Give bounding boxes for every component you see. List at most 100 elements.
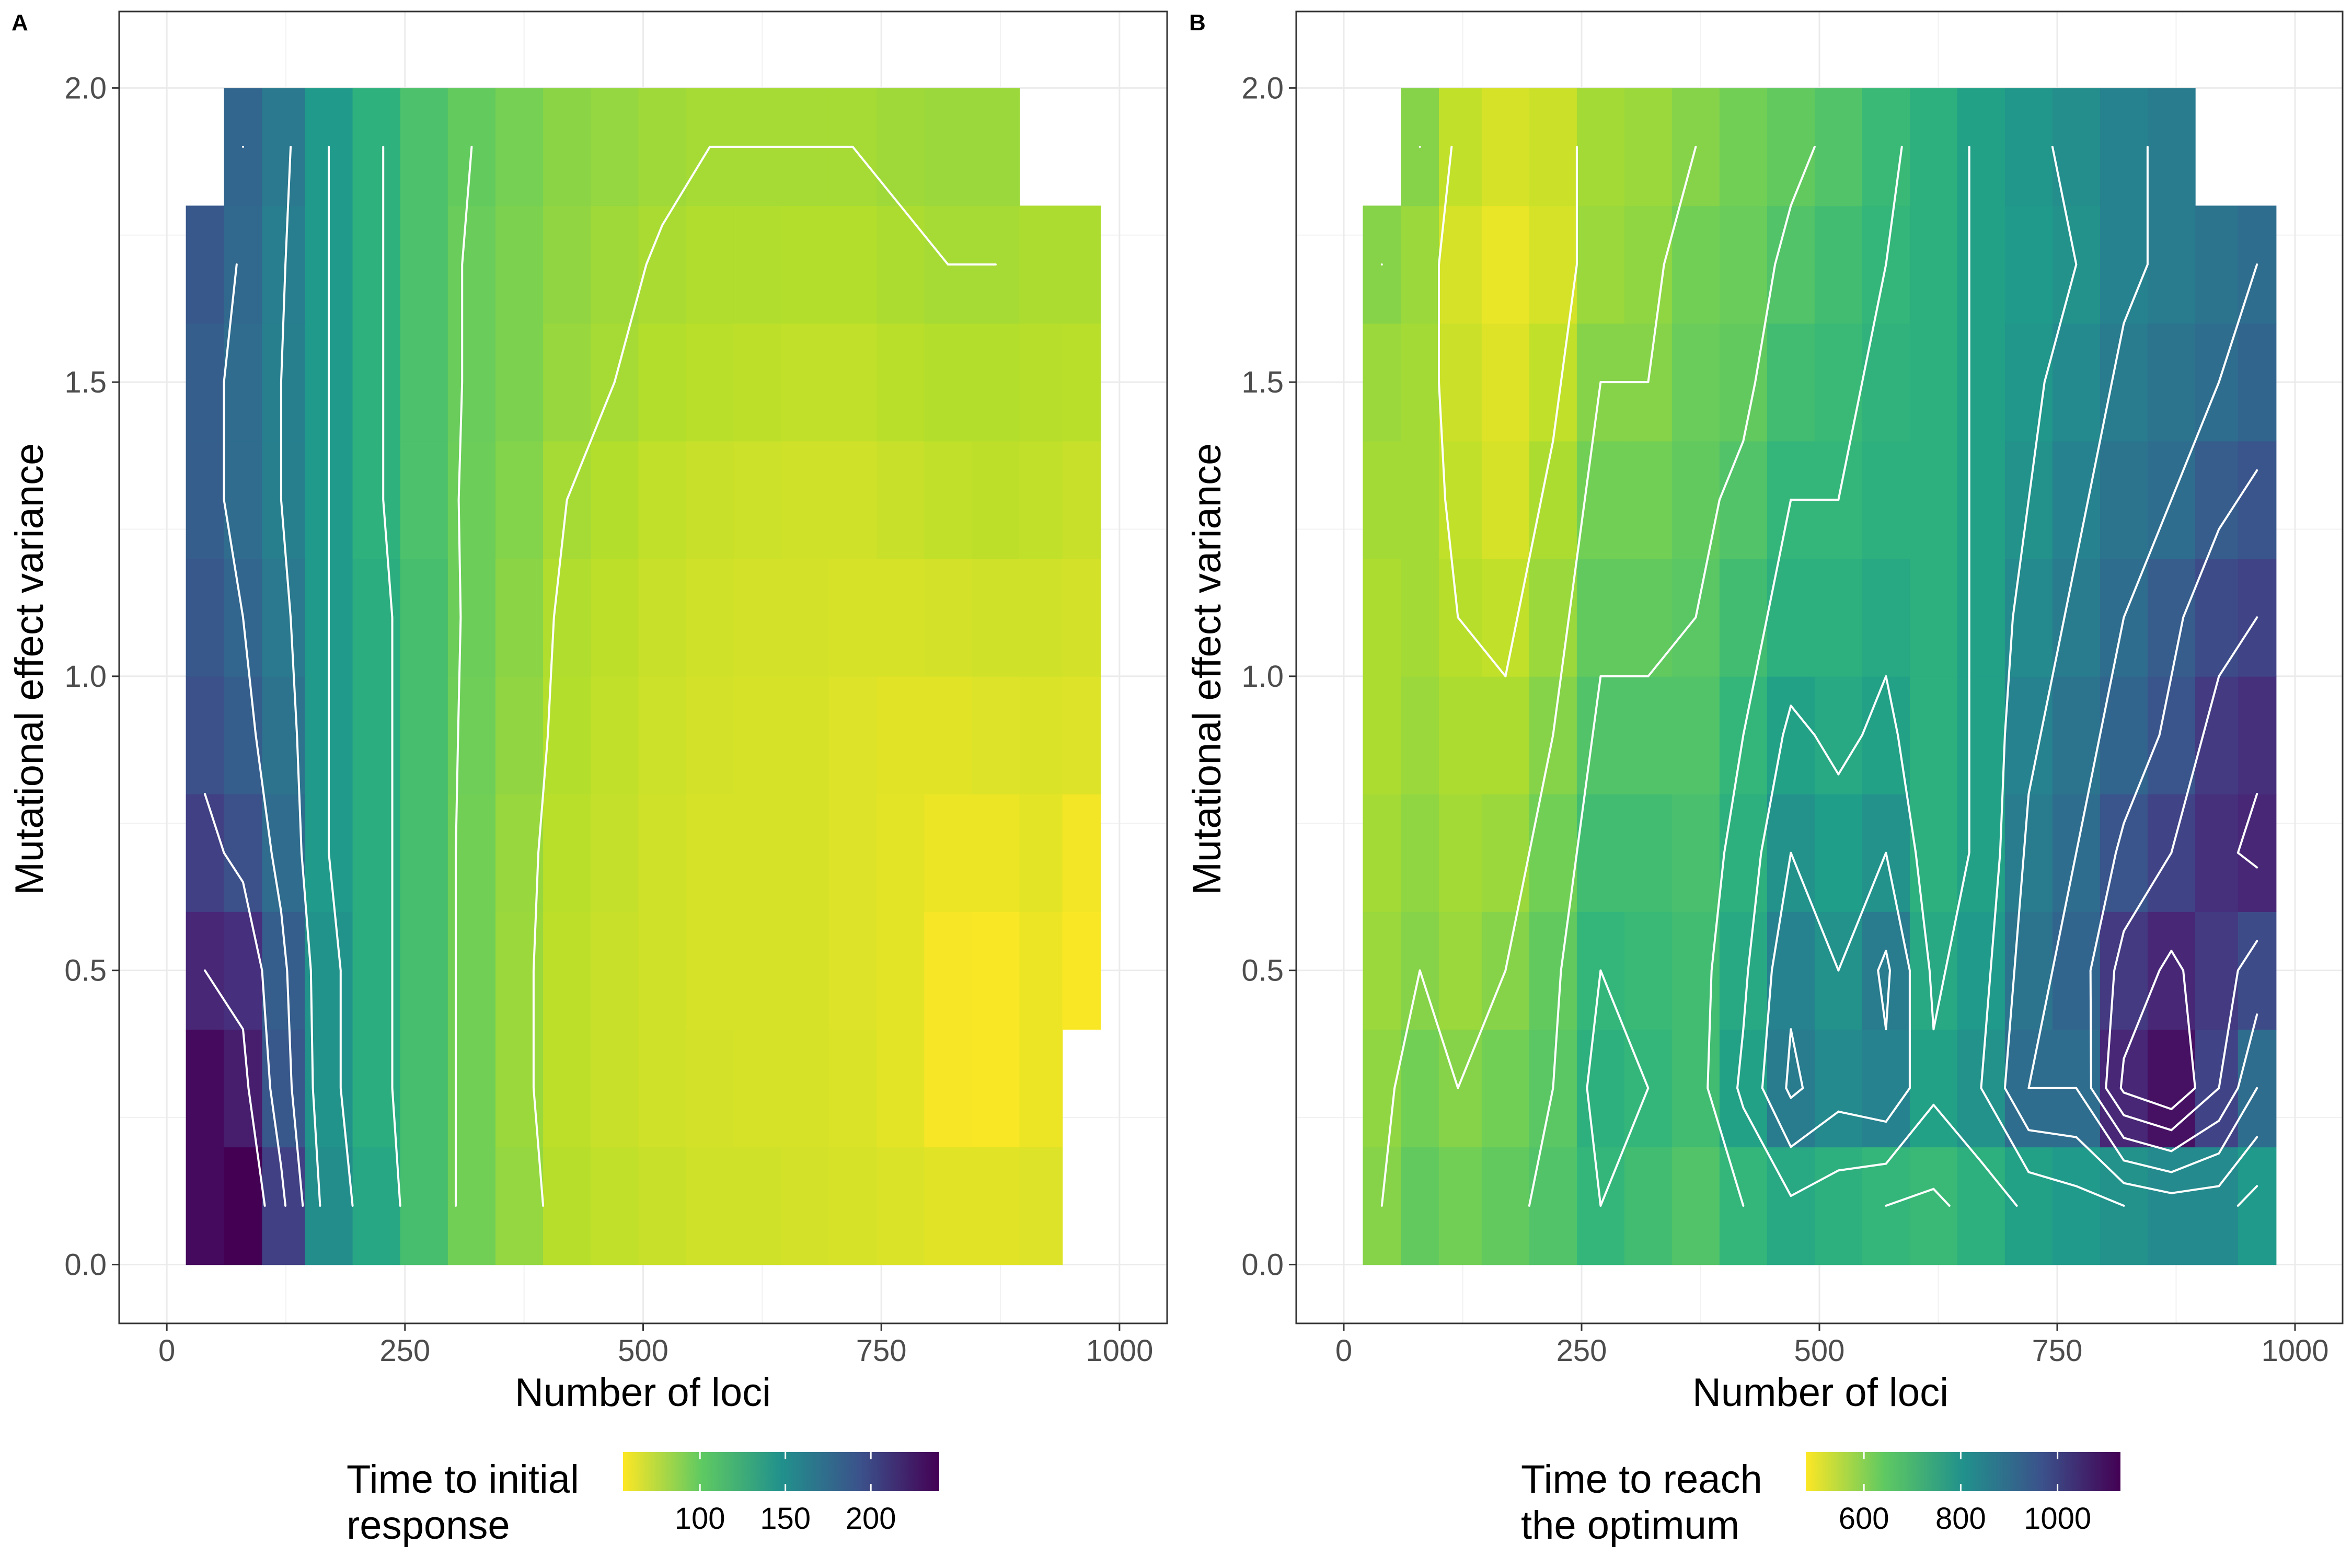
heatmap-tile (1719, 205, 1768, 324)
heatmap-tile (447, 558, 496, 677)
contour-line (204, 793, 287, 1207)
heatmap-tile (591, 676, 639, 794)
heatmap-tile (262, 1029, 306, 1148)
legend-tick-label: 600 (1839, 1502, 1889, 1536)
heatmap-tile (1481, 676, 1530, 794)
heatmap-tile (1062, 912, 1101, 1030)
heatmap-tile (262, 323, 306, 442)
heatmap-tile (495, 205, 544, 324)
heatmap-tile (2100, 676, 2148, 794)
heatmap-tile (543, 323, 592, 442)
legend-tick-label: 800 (1935, 1502, 1986, 1536)
heatmap-tile (2238, 323, 2277, 442)
heatmap-tile (2195, 1147, 2239, 1265)
heatmap-tile (1624, 1147, 1673, 1265)
x-tick-label: 750 (856, 1334, 907, 1368)
heatmap-tile (686, 441, 734, 559)
y-axis-ticks: 0.0 0.5 1.0 1.5 2.0 (1241, 71, 1296, 1282)
y-tick-label: 0.0 (64, 1248, 107, 1282)
y-tick-label: 2.0 (64, 71, 107, 105)
heatmap-tiles (186, 88, 1101, 1265)
heatmap-tile (2238, 1147, 2277, 1265)
heatmap-tile (1019, 1147, 1063, 1265)
heatmap-tile (972, 1147, 1020, 1265)
heatmap-tile (828, 676, 877, 794)
heatmap-tile (2100, 205, 2148, 324)
heatmap-tile (733, 205, 782, 324)
heatmap-tile (1439, 205, 1482, 324)
heatmap-tile (591, 441, 639, 559)
heatmap-tile (447, 205, 496, 324)
heatmap-tile (400, 1147, 448, 1265)
heatmap-tile (543, 912, 592, 1030)
heatmap-tile (224, 1029, 263, 1148)
heatmap-tile (224, 323, 263, 442)
heatmap-tile (1529, 441, 1577, 559)
heatmap-tile (2147, 1029, 2196, 1148)
heatmap-tile (1401, 1029, 1439, 1148)
legend: Time to reach the optimum 600 800 1000 (1521, 1452, 2120, 1548)
x-axis-ticks: 0 250 500 750 1000 (158, 1323, 1153, 1368)
heatmap-tile (1481, 88, 1530, 206)
heatmap-tile (400, 205, 448, 324)
heatmap-tile (1909, 676, 1958, 794)
heatmap-tile (1862, 1029, 1910, 1148)
heatmap-tile (1719, 441, 1768, 559)
heatmap-tile (1719, 323, 1768, 442)
contour-line (532, 145, 997, 1207)
heatmap-tile (1957, 323, 2005, 442)
heatmap-tile (972, 912, 1020, 1030)
heatmap-tile (2147, 558, 2196, 677)
heatmap-tile (1767, 1029, 1815, 1148)
heatmap-tile (2147, 88, 2196, 206)
heatmap-tile (781, 793, 829, 912)
heatmap-tile (828, 912, 877, 1030)
heatmap-tile (1767, 88, 1815, 206)
heatmap-tile (591, 793, 639, 912)
heatmap-tile (1529, 912, 1577, 1030)
legend-ticks: 100 150 200 (675, 1452, 896, 1536)
y-axis-ticks: 0.0 0.5 1.0 1.5 2.0 (64, 71, 119, 1282)
heatmap-tile (1401, 558, 1439, 677)
heatmap-tile (1624, 676, 1673, 794)
heatmap-tile (495, 1029, 544, 1148)
heatmap-tile (352, 793, 401, 912)
legend-title-line-1: Time to reach (1521, 1457, 1762, 1502)
y-axis-title: Mutational effect variance (1185, 443, 1229, 895)
heatmap-tile (1624, 912, 1673, 1030)
heatmap-tile (1401, 793, 1439, 912)
heatmap-tile (2052, 1147, 2101, 1265)
heatmap-tile (1062, 441, 1101, 559)
heatmap-tile (877, 323, 925, 442)
heatmap-tile (1909, 441, 1958, 559)
heatmap-tile (686, 323, 734, 442)
heatmap-tile (781, 441, 829, 559)
heatmap-tile (781, 323, 829, 442)
heatmap-tile (924, 88, 973, 206)
heatmap-tile (2004, 676, 2053, 794)
heatmap-tile (924, 676, 973, 794)
heatmap-tile (1363, 441, 1401, 559)
heatmap-tile (543, 88, 592, 206)
heatmap-tile (877, 88, 925, 206)
heatmap-tile (1401, 1147, 1439, 1265)
heatmap-tile (638, 1029, 687, 1148)
heatmap-tile (1909, 323, 1958, 442)
heatmap-tile (1439, 88, 1482, 206)
heatmap-tile (543, 205, 592, 324)
y-tick-label: 0.0 (1241, 1248, 1284, 1282)
heatmap-tile (1909, 793, 1958, 912)
legend-ticks: 600 800 1000 (1839, 1452, 2091, 1536)
heatmap-tile (1909, 1029, 1958, 1148)
heatmap-tile (638, 323, 687, 442)
heatmap-tile (1814, 793, 1863, 912)
heatmap-tile (352, 676, 401, 794)
heatmap-tile (2195, 793, 2239, 912)
heatmap-tile (186, 1029, 225, 1148)
heatmap-tile (2195, 676, 2239, 794)
contour-line (1586, 145, 1951, 1207)
heatmap-tile (2147, 676, 2196, 794)
y-tick-label: 1.0 (1241, 660, 1284, 694)
heatmap-tile (686, 205, 734, 324)
